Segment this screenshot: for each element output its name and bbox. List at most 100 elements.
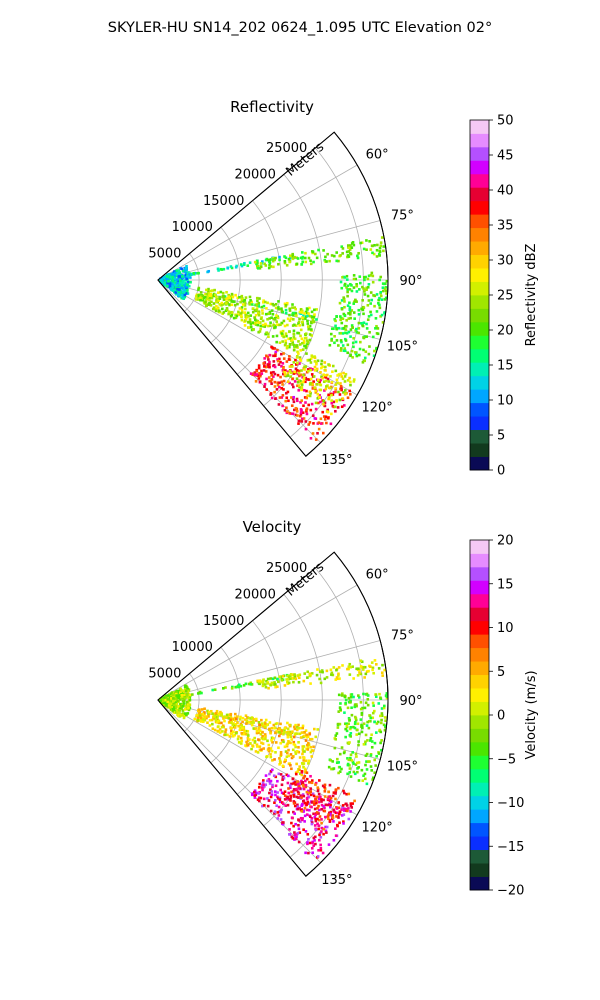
echo-gate [297, 787, 301, 790]
echo-gate [269, 779, 273, 783]
echo-gate [285, 346, 289, 350]
echo-gate [298, 310, 302, 314]
echo-gate [364, 763, 367, 767]
echo-gate [217, 309, 221, 313]
echo-gate [373, 709, 376, 713]
echo-gate [197, 298, 200, 301]
echo-gate [244, 307, 247, 311]
echo-gate [294, 312, 298, 315]
echo-gate [306, 800, 310, 804]
echo-gate [241, 720, 244, 724]
echo-gate [175, 278, 179, 281]
echo-gate [295, 363, 298, 366]
echo-gate [354, 763, 358, 766]
echo-gate [283, 343, 287, 347]
echo-gate [268, 772, 271, 776]
echo-gate [299, 373, 303, 377]
echo-gate [180, 293, 184, 297]
echo-gate [335, 339, 339, 342]
echo-gate [240, 297, 244, 301]
echo-gate [161, 701, 165, 705]
echo-gate [309, 377, 313, 381]
echo-gate [323, 361, 327, 364]
echo-gate [262, 797, 266, 801]
echo-gate [375, 255, 379, 258]
echo-gate [331, 760, 335, 763]
echo-gate [329, 422, 333, 426]
echo-gate [347, 807, 350, 810]
echo-gate [348, 673, 352, 676]
echo-gate [346, 809, 349, 813]
echo-gate [260, 372, 264, 375]
echo-gate [286, 410, 289, 413]
echo-gate [181, 709, 185, 712]
echo-gate [296, 350, 299, 354]
echo-gate [206, 289, 210, 292]
echo-gate [265, 307, 268, 310]
echo-gate [304, 783, 308, 787]
echo-gate [298, 356, 302, 359]
echo-gate [375, 324, 378, 328]
echo-gate [338, 677, 341, 680]
echo-gate [316, 431, 319, 435]
echo-gate [279, 741, 283, 745]
echo-gate [339, 318, 342, 322]
echo-gate [264, 774, 268, 777]
echo-gate [333, 341, 336, 345]
echo-gate [223, 719, 226, 723]
echo-gate [376, 332, 380, 336]
echo-gate [294, 772, 298, 776]
echo-gate [349, 695, 353, 699]
echo-gate [270, 739, 273, 742]
echo-gate [287, 358, 291, 361]
echo-gate [186, 695, 189, 699]
echo-gate [351, 356, 354, 359]
echo-gate [323, 677, 327, 681]
echo-gate [233, 300, 236, 304]
echo-gate [311, 432, 315, 435]
echo-gate [240, 731, 244, 735]
echo-gate [258, 748, 262, 752]
echo-gate [203, 712, 206, 716]
echo-gate [306, 841, 309, 844]
echo-gate [313, 368, 317, 372]
echo-gate [303, 767, 307, 771]
echo-gate [224, 716, 228, 719]
echo-gate [340, 767, 343, 771]
echo-gate [278, 381, 281, 385]
echo-gate [329, 759, 333, 762]
echo-gate [348, 248, 352, 251]
echo-gate [309, 361, 313, 364]
echo-gate [240, 308, 244, 312]
echo-gate [248, 303, 252, 306]
echo-gate [312, 260, 315, 264]
echo-gate [338, 722, 342, 726]
echo-gate [286, 735, 290, 739]
echo-gate [261, 260, 264, 263]
echo-gate [297, 388, 301, 392]
echo-gate [318, 394, 321, 397]
echo-gate [311, 851, 315, 855]
echo-gate [229, 717, 233, 720]
echo-gate [326, 803, 330, 807]
echo-gate [255, 745, 259, 748]
echo-gate [180, 695, 184, 699]
echo-gate [330, 412, 333, 416]
echo-gate [337, 373, 341, 376]
echo-gate [324, 255, 327, 259]
panel-reflectivity: Reflectivity500010000150002000025000Mete… [148, 98, 539, 479]
echo-gate [239, 736, 243, 740]
echo-gate [263, 365, 266, 368]
echo-gate [322, 249, 325, 252]
echo-gate [239, 263, 243, 266]
echo-gate [318, 818, 321, 822]
echo-gate [353, 799, 356, 803]
echo-gate [207, 287, 210, 291]
echo-gate [175, 279, 179, 283]
echo-gate [349, 727, 352, 731]
echo-gate [336, 722, 340, 726]
colorbar-segment [470, 540, 489, 554]
echo-gate [331, 673, 335, 677]
echo-gate [336, 406, 340, 409]
